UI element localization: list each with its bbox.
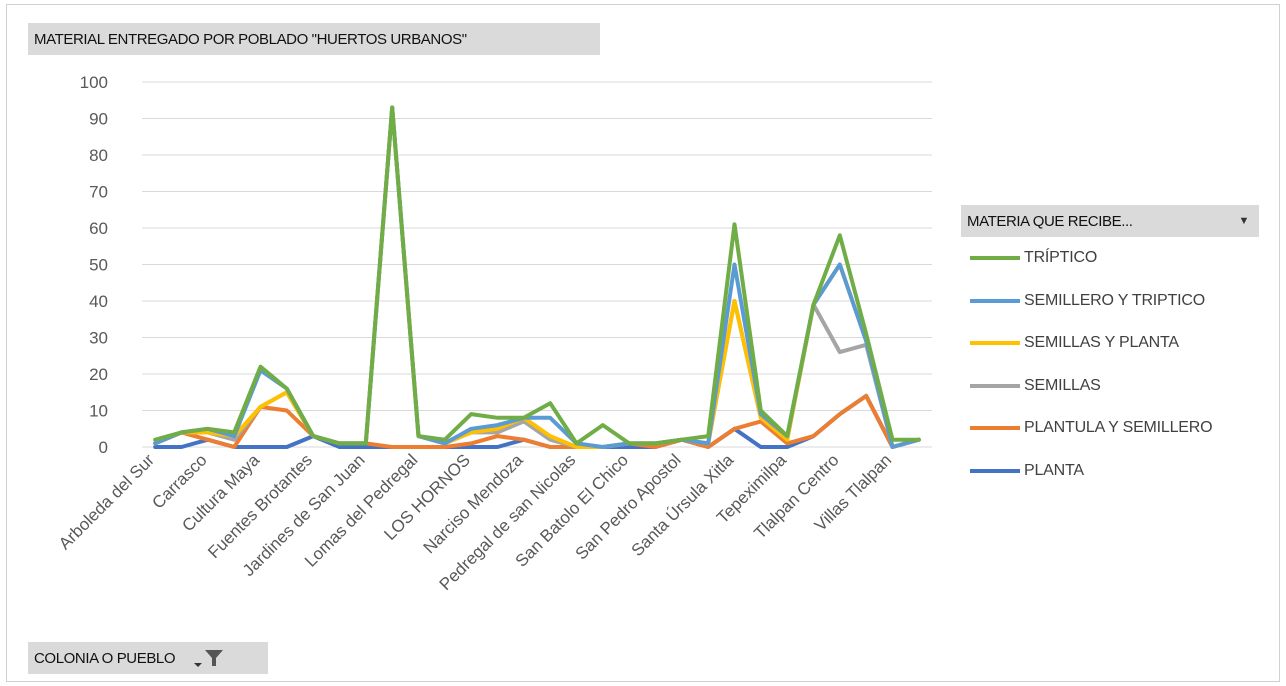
legend-swatch	[970, 468, 1020, 473]
legend-item[interactable]: SEMILLAS Y PLANTA	[970, 331, 1179, 355]
axis-field-button[interactable]: COLONIA O PUEBLO	[28, 642, 268, 674]
y-tick-label: 20	[89, 365, 108, 384]
legend-swatch	[970, 298, 1020, 303]
pivot-chart-frame	[6, 4, 1280, 682]
series-line	[153, 105, 921, 449]
legend-label: SEMILLAS Y PLANTA	[1024, 334, 1179, 351]
legend-label: TRÍPTICO	[1024, 249, 1098, 266]
legend-item[interactable]: PLANTA	[970, 459, 1084, 483]
legend-swatch	[970, 383, 1020, 388]
y-tick-label: 50	[89, 256, 108, 275]
legend-item[interactable]: SEMILLERO Y TRIPTICO	[970, 289, 1205, 313]
funnel-icon	[205, 650, 224, 666]
legend-swatch	[970, 256, 1020, 260]
dropdown-arrow-icon	[194, 663, 203, 667]
series-line	[153, 393, 921, 449]
y-tick-label: 70	[89, 183, 108, 202]
filter-icon[interactable]	[193, 648, 224, 668]
y-tick-label: 100	[80, 73, 108, 92]
legend-field-button[interactable]: MATERIA QUE RECIBE... ▼	[961, 205, 1259, 237]
legend-field-label: MATERIA QUE RECIBE...	[967, 212, 1133, 230]
legend-item[interactable]: SEMILLAS	[970, 374, 1101, 398]
legend-swatch	[970, 341, 1020, 345]
legend-swatch	[970, 426, 1020, 430]
y-tick-label: 0	[99, 438, 108, 457]
y-tick-label: 80	[89, 146, 108, 165]
y-tick-label: 60	[89, 219, 108, 238]
x-tick-label: Narciso Mendoza	[420, 450, 527, 557]
y-tick-label: 10	[89, 402, 108, 421]
legend-label: PLANTA	[1024, 461, 1084, 479]
dropdown-arrow-icon[interactable]: ▼	[1238, 215, 1250, 227]
legend-label: SEMILLERO Y TRIPTICO	[1024, 291, 1205, 309]
chart-title-label: MATERIAL ENTREGADO POR POBLADO "HUERTOS …	[34, 30, 467, 48]
series-line	[153, 105, 921, 446]
series-line	[153, 105, 921, 449]
x-tick-label: Arboleda del Sur	[55, 450, 158, 553]
axis-field-label: COLONIA O PUEBLO	[34, 649, 176, 667]
chart-title-field-button[interactable]: MATERIAL ENTREGADO POR POBLADO "HUERTOS …	[28, 23, 600, 55]
series-line	[153, 105, 921, 449]
legend-item[interactable]: TRÍPTICO	[970, 246, 1097, 270]
y-tick-label: 90	[89, 110, 108, 129]
y-tick-label: 30	[89, 329, 108, 348]
legend-label: SEMILLAS	[1024, 376, 1101, 394]
legend-item[interactable]: PLANTULA Y SEMILLERO	[970, 416, 1213, 440]
y-tick-label: 40	[89, 292, 108, 311]
legend-label: PLANTULA Y SEMILLERO	[1024, 419, 1213, 436]
